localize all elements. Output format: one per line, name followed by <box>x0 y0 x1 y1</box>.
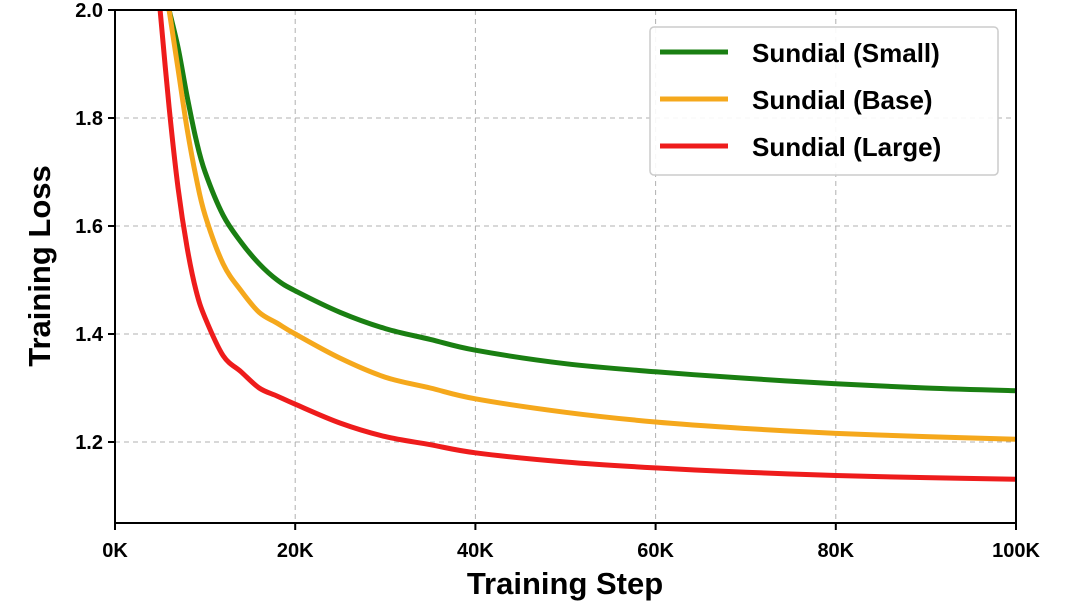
legend-label: Sundial (Small) <box>752 38 940 68</box>
legend: Sundial (Small) Sundial (Base) Sundial (La… <box>649 26 999 176</box>
x-tick-label: 40K <box>457 540 494 562</box>
x-axis-ticks: 0K 20K 40K 60K 80K 100K <box>102 523 1040 562</box>
y-tick-label: 1.2 <box>75 432 103 454</box>
series-line-3 <box>157 10 1016 482</box>
y-tick-label: 1.8 <box>75 108 103 130</box>
legend-box <box>649 26 999 176</box>
plot-area <box>157 10 1016 482</box>
x-tick-label: 80K <box>817 540 854 562</box>
x-axis-title: Training Step <box>467 566 663 601</box>
plot-frame <box>114 9 1017 524</box>
legend-label: Sundial (Base) <box>752 85 933 115</box>
y-tick-label: 1.4 <box>75 324 104 346</box>
x-tick-label: 60K <box>637 540 674 562</box>
y-tick-label: 1.6 <box>75 216 103 238</box>
series-line-2 <box>166 10 1016 442</box>
series-lines <box>157 10 1016 482</box>
series-line-1 <box>166 10 1016 394</box>
y-tick-label: 2.0 <box>75 0 103 22</box>
x-tick-label: 100K <box>992 540 1040 562</box>
x-tick-label: 20K <box>277 540 314 562</box>
x-tick-label: 0K <box>102 540 128 562</box>
legend-label: Sundial (Large) <box>752 132 941 162</box>
y-axis-ticks: 1.2 1.4 1.6 1.8 2.0 <box>75 0 115 454</box>
y-axis-title: Training Loss <box>22 165 57 367</box>
